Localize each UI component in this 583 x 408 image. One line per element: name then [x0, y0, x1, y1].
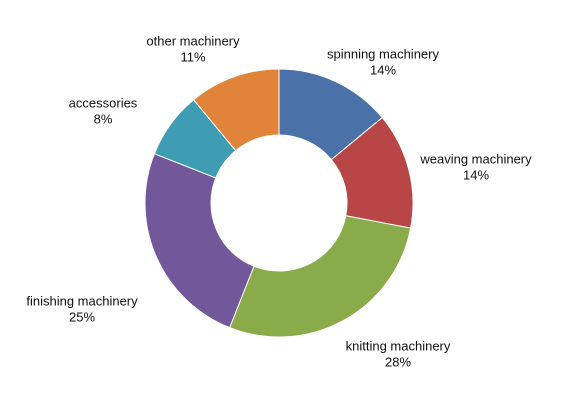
slice-label: finishing machinery: [26, 293, 138, 308]
slice-value-label: 14%: [370, 62, 396, 77]
donut-slice: [192, 68, 280, 152]
donut-slice: [229, 215, 412, 338]
slice-label: spinning machinery: [327, 46, 440, 61]
slice-value-label: 11%: [180, 49, 205, 64]
slice-label: weaving machinery: [419, 151, 532, 166]
slice-value-label: 14%: [463, 167, 489, 182]
slice-value-label: 8%: [94, 111, 113, 126]
slice-label: knitting machinery: [346, 338, 451, 353]
donut-slice: [144, 153, 255, 329]
slice-label: other machinery: [146, 33, 240, 48]
slice-value-label: 28%: [385, 354, 411, 369]
slice-value-label: 25%: [69, 309, 95, 324]
slice-label: accessories: [69, 95, 138, 110]
